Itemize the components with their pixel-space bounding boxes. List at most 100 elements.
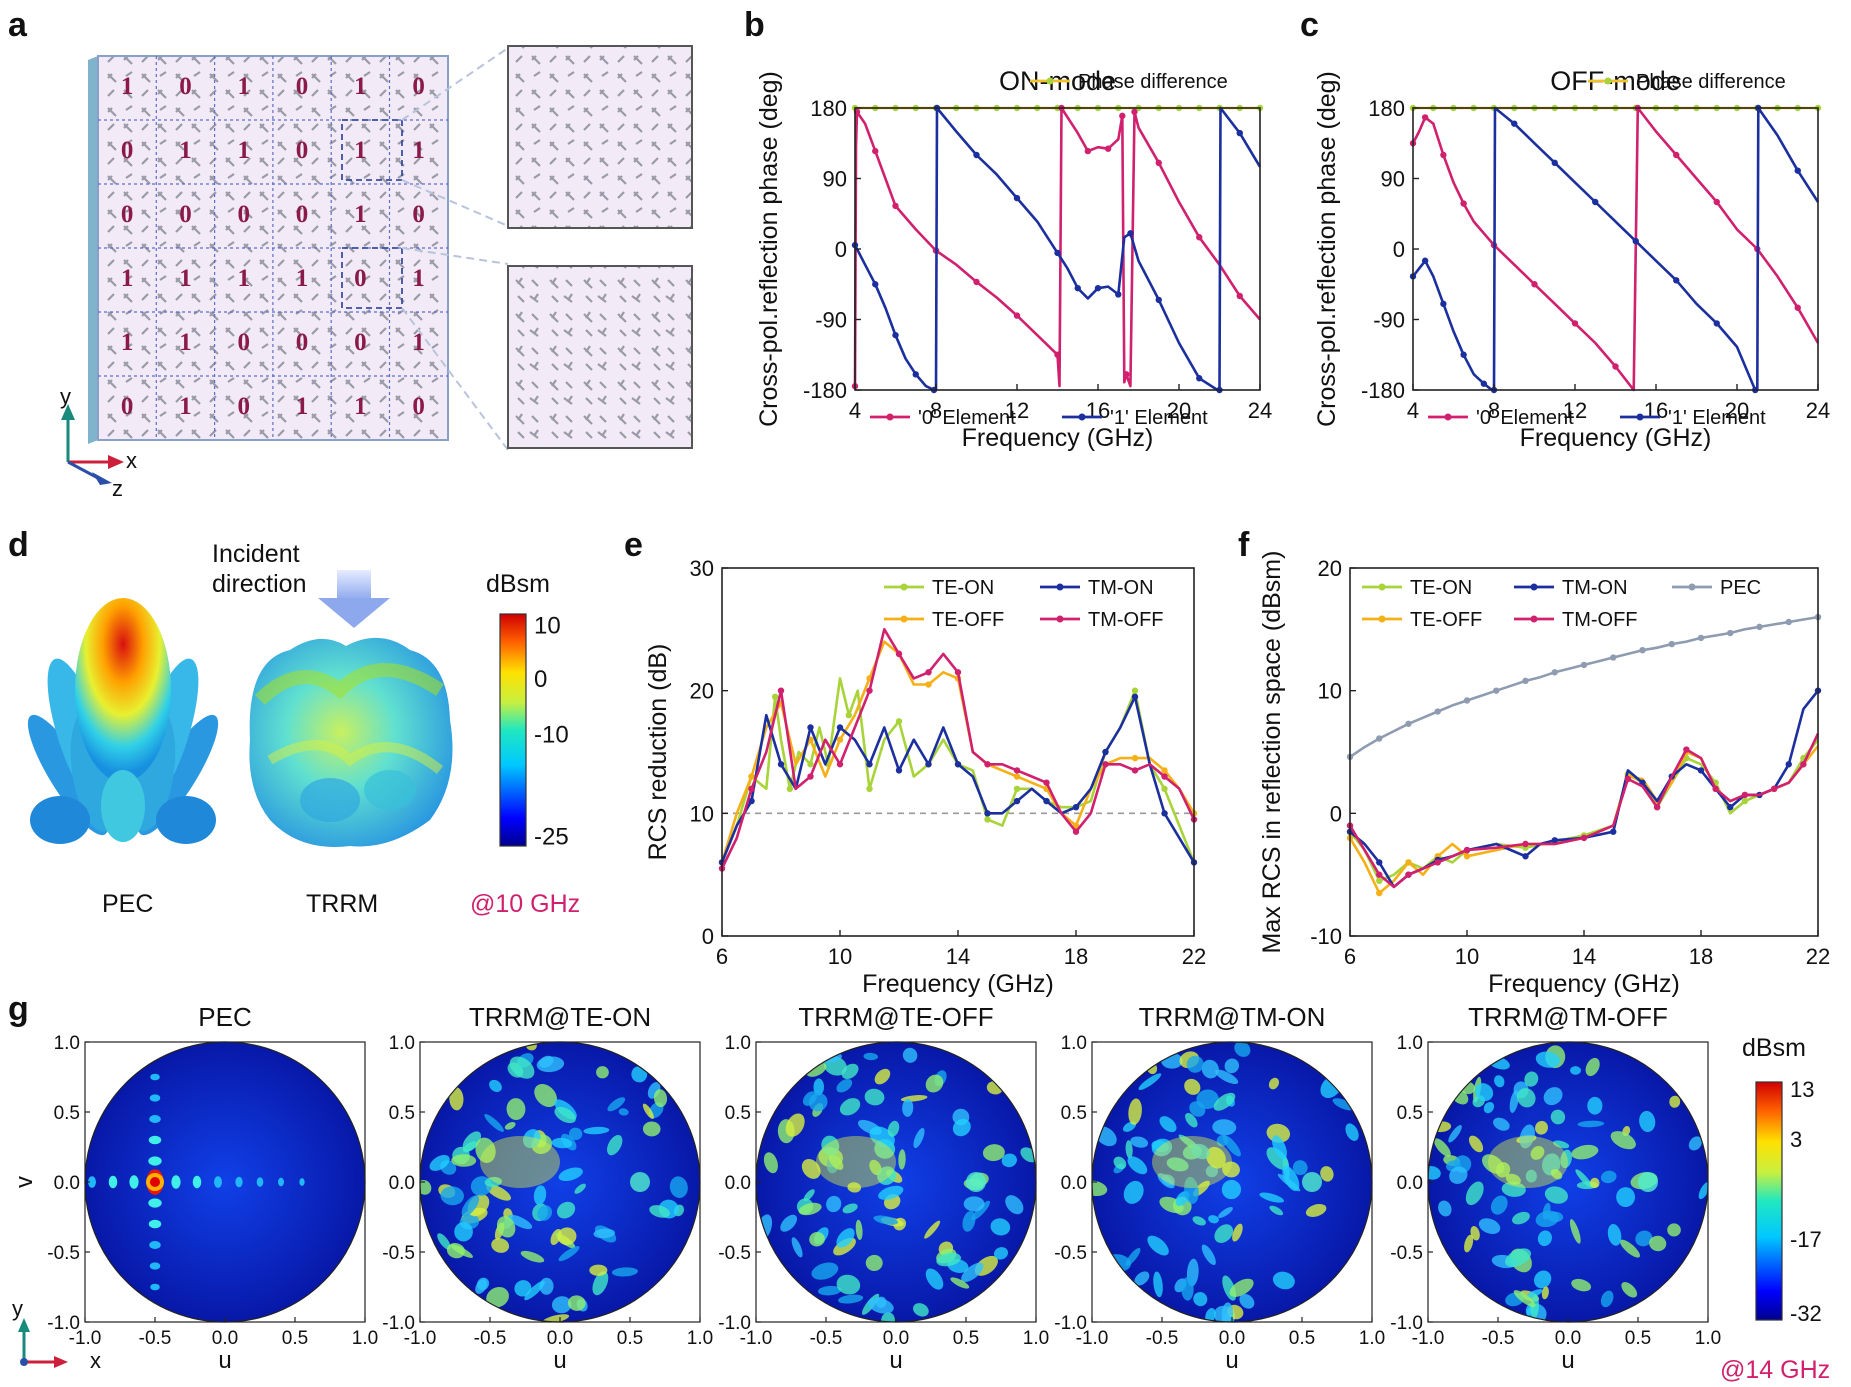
x-tick-label: 18	[1064, 944, 1088, 969]
data-point	[1043, 779, 1050, 786]
x-tick-label: 1.0	[1359, 1328, 1385, 1349]
panel-label-c: c	[1300, 6, 1319, 44]
data-point	[1127, 230, 1134, 237]
speckle	[1193, 1292, 1208, 1307]
speckle	[1138, 1073, 1162, 1090]
data-point	[1794, 304, 1801, 311]
speckle	[1543, 1087, 1563, 1106]
data-point	[866, 687, 873, 694]
data-point	[1785, 618, 1792, 626]
speckle	[838, 1294, 864, 1304]
data-point	[1054, 351, 1061, 358]
speckle	[1544, 1186, 1568, 1204]
speckle	[1560, 1149, 1572, 1169]
speckle	[1215, 1069, 1239, 1085]
data-point	[1712, 785, 1719, 792]
unit-cell-zoom-1	[507, 45, 693, 229]
data-point	[771, 693, 779, 700]
y-tick-label: 0.0	[1061, 1173, 1087, 1194]
speckle	[863, 1052, 878, 1061]
data-point	[1043, 797, 1050, 805]
speckle	[1092, 1180, 1108, 1197]
speckle	[1134, 1271, 1150, 1286]
coding-digit: 1	[238, 73, 251, 100]
data-point	[1084, 147, 1092, 155]
data-point	[1463, 846, 1471, 854]
speckle	[952, 1118, 971, 1137]
speckle	[451, 1154, 477, 1167]
data-point	[836, 761, 844, 768]
panel-label-a: a	[8, 6, 28, 44]
speckle	[669, 1176, 688, 1198]
data-point	[973, 278, 980, 286]
y-tick-label: -10	[1310, 924, 1342, 949]
speckle	[462, 1131, 482, 1152]
data-point	[1161, 810, 1168, 817]
data-point	[1161, 767, 1168, 774]
y-tick-label: 20	[690, 679, 714, 704]
data-point	[866, 761, 873, 768]
data-point	[1013, 312, 1021, 319]
x-tick-label: 1.0	[1023, 1328, 1049, 1349]
data-point	[1551, 669, 1558, 676]
data-point	[895, 767, 903, 774]
speckle	[780, 1214, 798, 1232]
data-point	[1697, 634, 1705, 642]
data-point	[1463, 697, 1471, 704]
x-tick-label: 0.5	[617, 1328, 643, 1349]
main-lobe-core	[150, 1177, 160, 1187]
speckle	[1569, 1219, 1581, 1244]
y-tick-label: -180	[1361, 378, 1405, 403]
series-line	[853, 106, 1262, 392]
speckle	[1570, 1066, 1581, 1075]
data-point	[1161, 785, 1168, 792]
speckle	[507, 1214, 533, 1230]
speckle	[484, 1114, 504, 1132]
coding-digit: 1	[296, 265, 309, 292]
speckle	[1505, 1173, 1521, 1185]
speckle	[1607, 1223, 1622, 1246]
y-tick-label: 180	[810, 96, 847, 121]
colorbar-title: dBsm	[1742, 1034, 1806, 1062]
data-point	[1480, 380, 1488, 387]
data-point	[1104, 145, 1112, 152]
speckle	[874, 1068, 891, 1085]
speckle	[826, 1195, 842, 1213]
speckle	[475, 1137, 496, 1163]
speckle	[1222, 1161, 1240, 1178]
speckle	[642, 1103, 654, 1120]
speckle	[1113, 1156, 1127, 1170]
farfield-content	[1428, 1045, 1708, 1322]
farfield-content	[88, 1053, 305, 1311]
legend-marker	[1444, 413, 1452, 421]
lobe	[150, 1283, 160, 1291]
x-tick-label: 20	[1725, 398, 1749, 423]
speckle	[1517, 1088, 1536, 1108]
y-tick-label: 180	[1368, 96, 1405, 121]
coding-digit: 0	[354, 329, 367, 356]
legend-label: TM-OFF	[1562, 609, 1638, 631]
speckle	[537, 1205, 553, 1221]
data-point	[1434, 859, 1441, 866]
speckle	[1224, 1058, 1240, 1074]
hotspot	[1638, 1172, 1658, 1192]
speckle	[1272, 1135, 1287, 1159]
colorbar-tick: 3	[1790, 1127, 1802, 1152]
speckle	[1213, 1092, 1236, 1111]
speckle	[1208, 1215, 1219, 1224]
speckle	[1192, 1216, 1206, 1226]
data-point	[1376, 871, 1383, 878]
zoom-line	[401, 179, 509, 227]
x-tick-label: 8	[930, 398, 942, 423]
coding-digit: 1	[296, 393, 309, 420]
speckle	[642, 1121, 661, 1137]
speckle	[913, 1303, 929, 1317]
lobe	[150, 1073, 160, 1081]
x-tick-label: 24	[1248, 398, 1272, 423]
data-point	[1511, 120, 1518, 127]
colorbar-tick: 0	[534, 666, 547, 693]
coding-digit: 1	[412, 137, 425, 164]
y-tick-label: -0.5	[1390, 1243, 1423, 1264]
coordinate-axes-a: y x z	[60, 384, 137, 501]
speckle	[961, 1262, 984, 1283]
